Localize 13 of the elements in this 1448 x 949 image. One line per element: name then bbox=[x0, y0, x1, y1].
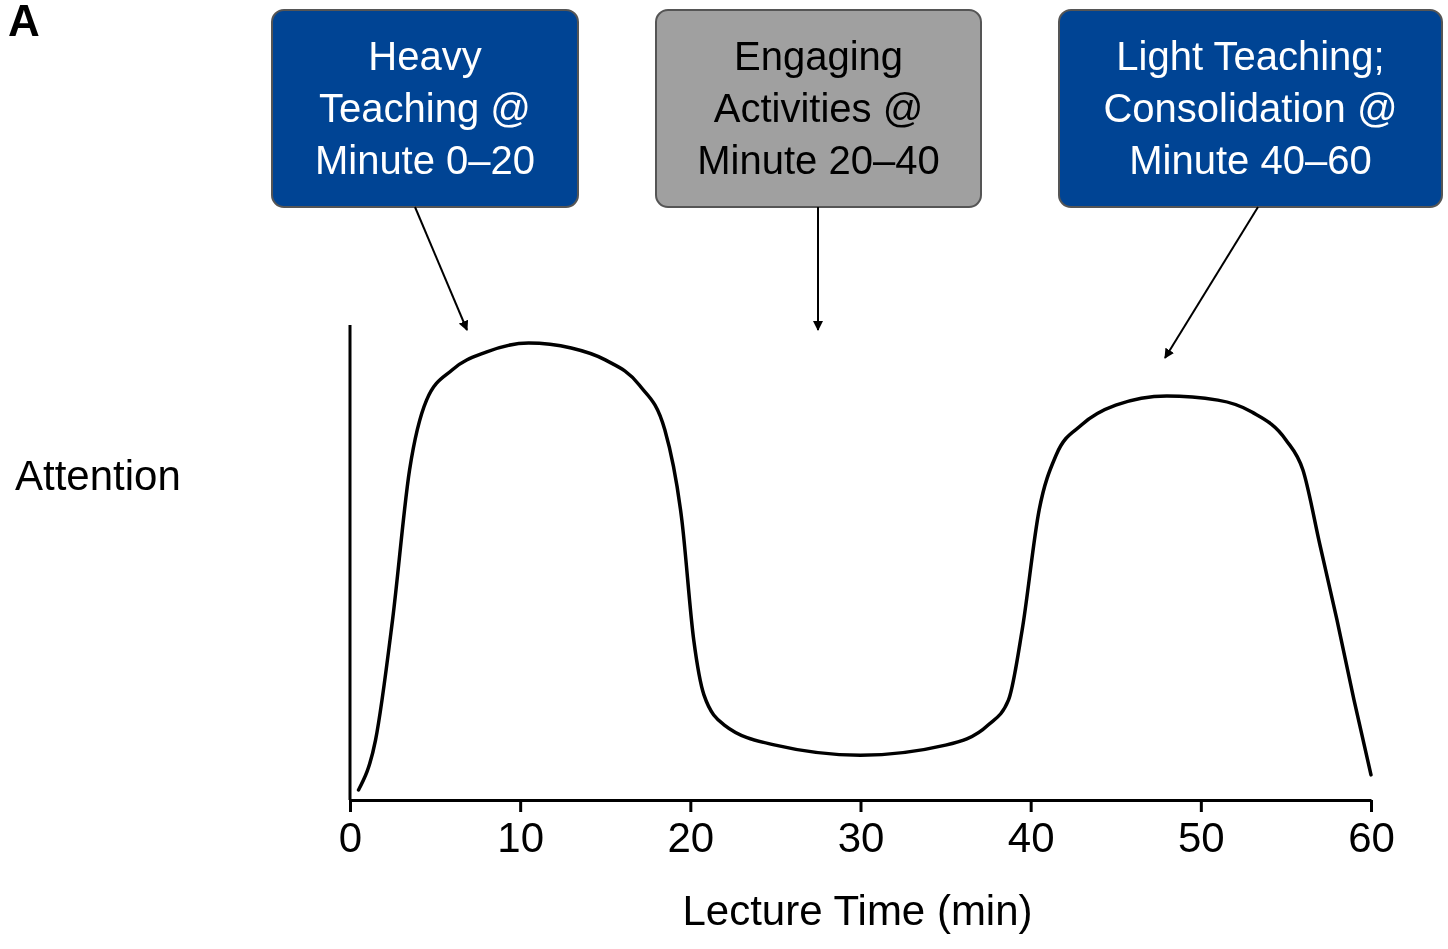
x-tick-label: 0 bbox=[338, 813, 363, 861]
text: Engaging Activities @ Minute 20–40 bbox=[697, 34, 940, 182]
text: A bbox=[8, 0, 40, 45]
x-axis-title: Lecture Time (min) bbox=[682, 887, 1033, 934]
x-tick-label: 50 bbox=[1177, 813, 1225, 861]
x-tick-label: 30 bbox=[837, 813, 885, 861]
text: Heavy Teaching @ Minute 0–20 bbox=[314, 34, 536, 182]
x-tick-label: 60 bbox=[1348, 813, 1395, 861]
x-tick-label: 20 bbox=[667, 813, 715, 861]
text: Light Teaching; Consolidation @ Minute 40–60 bbox=[1103, 34, 1398, 182]
x-tick-label: 10 bbox=[497, 813, 545, 861]
x-tick-label: 40 bbox=[1007, 813, 1055, 861]
y-axis-title: Attention bbox=[15, 452, 181, 499]
